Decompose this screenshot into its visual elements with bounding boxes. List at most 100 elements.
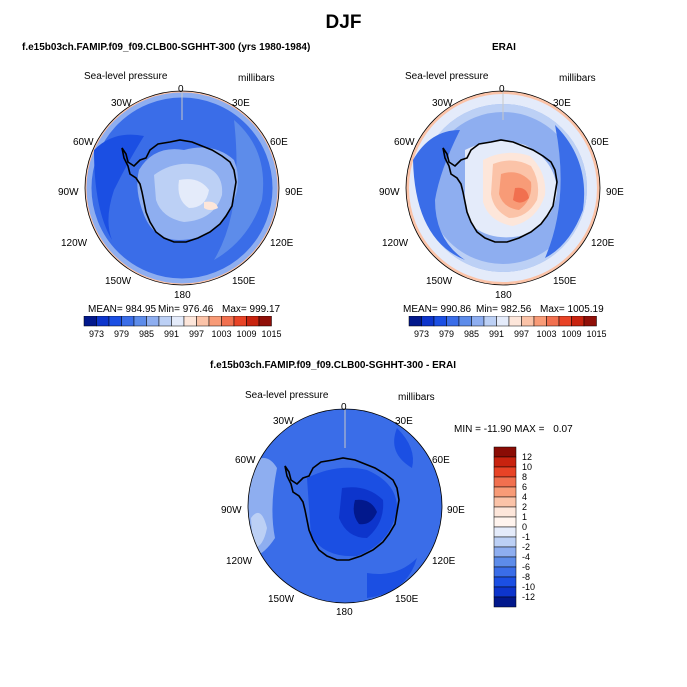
- diff-lon-0: 0: [341, 402, 347, 413]
- model-colorbar-swatch: [221, 316, 235, 327]
- diff-colorbar-swatch: [493, 566, 517, 578]
- diff-colorbar-tick-label: 10: [522, 462, 532, 472]
- obs-panel-title: ERAI: [492, 42, 516, 53]
- model-lon-120W: 120W: [61, 238, 88, 249]
- diff-lon-120E: 120E: [432, 556, 456, 567]
- diff-colorbar-tick-label: -2: [522, 542, 530, 552]
- model-mean-stat: MEAN= 984.95: [88, 304, 157, 315]
- diff-colorbar-tick-label: -10: [522, 582, 535, 592]
- diff-colorbar-swatch: [493, 486, 517, 498]
- model-colorbar-swatch: [171, 316, 185, 327]
- obs-map-border: [405, 90, 601, 286]
- diff-colorbar-tick-label: 8: [522, 472, 527, 482]
- obs-colorbar-swatch: [458, 316, 472, 327]
- obs-colorbar-tick-label: 973: [414, 329, 429, 339]
- diff-colorbar-swatch: [493, 516, 517, 528]
- model-lon-30W: 30W: [111, 98, 132, 109]
- model-colorbar-swatch: [121, 316, 135, 327]
- model-colorbar-swatch: [196, 316, 210, 327]
- model-lon-30E: 30E: [232, 98, 250, 109]
- diff-lon-60E: 60E: [432, 455, 450, 466]
- model-colorbar-swatch: [246, 316, 260, 327]
- diff-colorbar-tick-label: -6: [522, 562, 530, 572]
- obs-colorbar-swatch: [408, 316, 422, 327]
- diff-lon-30W: 30W: [273, 416, 294, 427]
- diff-colorbar-tick-label: 1: [522, 512, 527, 522]
- obs-lon-30E: 30E: [553, 98, 571, 109]
- diff-colorbar-tick-label: -12: [522, 592, 535, 602]
- model-colorbar-swatch: [83, 316, 97, 327]
- obs-lon-120W: 120W: [382, 238, 409, 249]
- obs-min-stat: Min= 982.56: [476, 304, 532, 315]
- obs-colorbar-swatch: [533, 316, 547, 327]
- obs-colorbar-swatch: [483, 316, 497, 327]
- obs-colorbar-swatch: [433, 316, 447, 327]
- diff-colorbar-swatch: [493, 586, 517, 598]
- model-colorbar-swatch: [183, 316, 197, 327]
- diff-lon-150E: 150E: [395, 594, 419, 605]
- model-colorbar-tick-label: 997: [189, 329, 204, 339]
- diff-colorbar-tick-label: -4: [522, 552, 530, 562]
- obs-lon-180: 180: [495, 290, 512, 301]
- diff-lon-120W: 120W: [226, 556, 253, 567]
- model-panel-title: f.e15b03ch.FAMIP.f09_f09.CLB00-SGHHT-300…: [22, 42, 311, 53]
- obs-colorbar-swatch: [496, 316, 510, 327]
- diff-units-label: millibars: [398, 392, 435, 403]
- figure-title: DJF: [325, 12, 362, 33]
- diff-colorbar-swatch: [493, 576, 517, 588]
- obs-colorbar-swatch: [508, 316, 522, 327]
- obs-colorbar-tick-label: 1009: [561, 329, 581, 339]
- model-colorbar-swatch: [208, 316, 222, 327]
- model-lon-180: 180: [174, 290, 191, 301]
- model-units-label: millibars: [238, 73, 275, 84]
- diff-colorbar-tick-label: 4: [522, 492, 527, 502]
- diff-colorbar-swatch: [493, 536, 517, 548]
- diff-max-label: MAX =: [514, 424, 545, 435]
- obs-colorbar-tick-label: 1003: [536, 329, 556, 339]
- diff-coastline: [284, 457, 400, 561]
- diff-min-value: -11.90: [483, 424, 512, 435]
- diff-colorbar-swatch: [493, 546, 517, 558]
- model-map-border: [84, 90, 280, 286]
- model-coastline: [121, 139, 237, 243]
- model-max-stat: Max= 999.17: [222, 304, 281, 315]
- model-lon-90E: 90E: [285, 187, 303, 198]
- model-colorbar-tick-label: 1003: [211, 329, 231, 339]
- obs-lon-120E: 120E: [591, 238, 615, 249]
- obs-lon-90W: 90W: [379, 187, 400, 198]
- obs-colorbar-swatch: [421, 316, 435, 327]
- obs-lon-60W: 60W: [394, 137, 415, 148]
- model-colorbar-tick-label: 985: [139, 329, 154, 339]
- diff-min-label: MIN =: [454, 424, 481, 435]
- model-colorbar-swatch: [133, 316, 147, 327]
- diff-colorbar-tick-label: 12: [522, 452, 532, 462]
- diff-colorbar-swatch: [493, 496, 517, 508]
- model-low-pressure-west: [94, 134, 144, 240]
- obs-lon-90E: 90E: [606, 187, 624, 198]
- model-colorbar-swatch: [158, 316, 172, 327]
- diff-field-label: Sea-level pressure: [245, 390, 329, 401]
- diff-colorbar-swatch: [493, 476, 517, 488]
- diff-colorbar-tick-label: 2: [522, 502, 527, 512]
- obs-colorbar-swatch: [558, 316, 572, 327]
- obs-colorbar-swatch: [446, 316, 460, 327]
- obs-lon-150E: 150E: [553, 276, 577, 287]
- diff-lon-90E: 90E: [447, 505, 465, 516]
- obs-colorbar-swatch: [583, 316, 597, 327]
- model-colorbar: 973 979 985 991 997 1003 1009 1015: [83, 316, 282, 339]
- obs-field-label: Sea-level pressure: [405, 71, 489, 82]
- diff-colorbar-swatch: [493, 446, 517, 458]
- model-colorbar-tick-label: 979: [114, 329, 129, 339]
- model-colorbar-tick-label: 1009: [236, 329, 256, 339]
- model-lon-0: 0: [178, 84, 184, 95]
- obs-units-label: millibars: [559, 73, 596, 84]
- model-colorbar-swatch: [108, 316, 122, 327]
- diff-colorbar-tick-label: -8: [522, 572, 530, 582]
- diff-colorbar-swatch: [493, 556, 517, 568]
- diff-colorbar-swatch: [493, 526, 517, 538]
- model-colorbar-swatch: [146, 316, 160, 327]
- diff-colorbar-tick-label: 6: [522, 482, 527, 492]
- obs-coastline: [442, 139, 558, 243]
- obs-colorbar-swatch: [571, 316, 585, 327]
